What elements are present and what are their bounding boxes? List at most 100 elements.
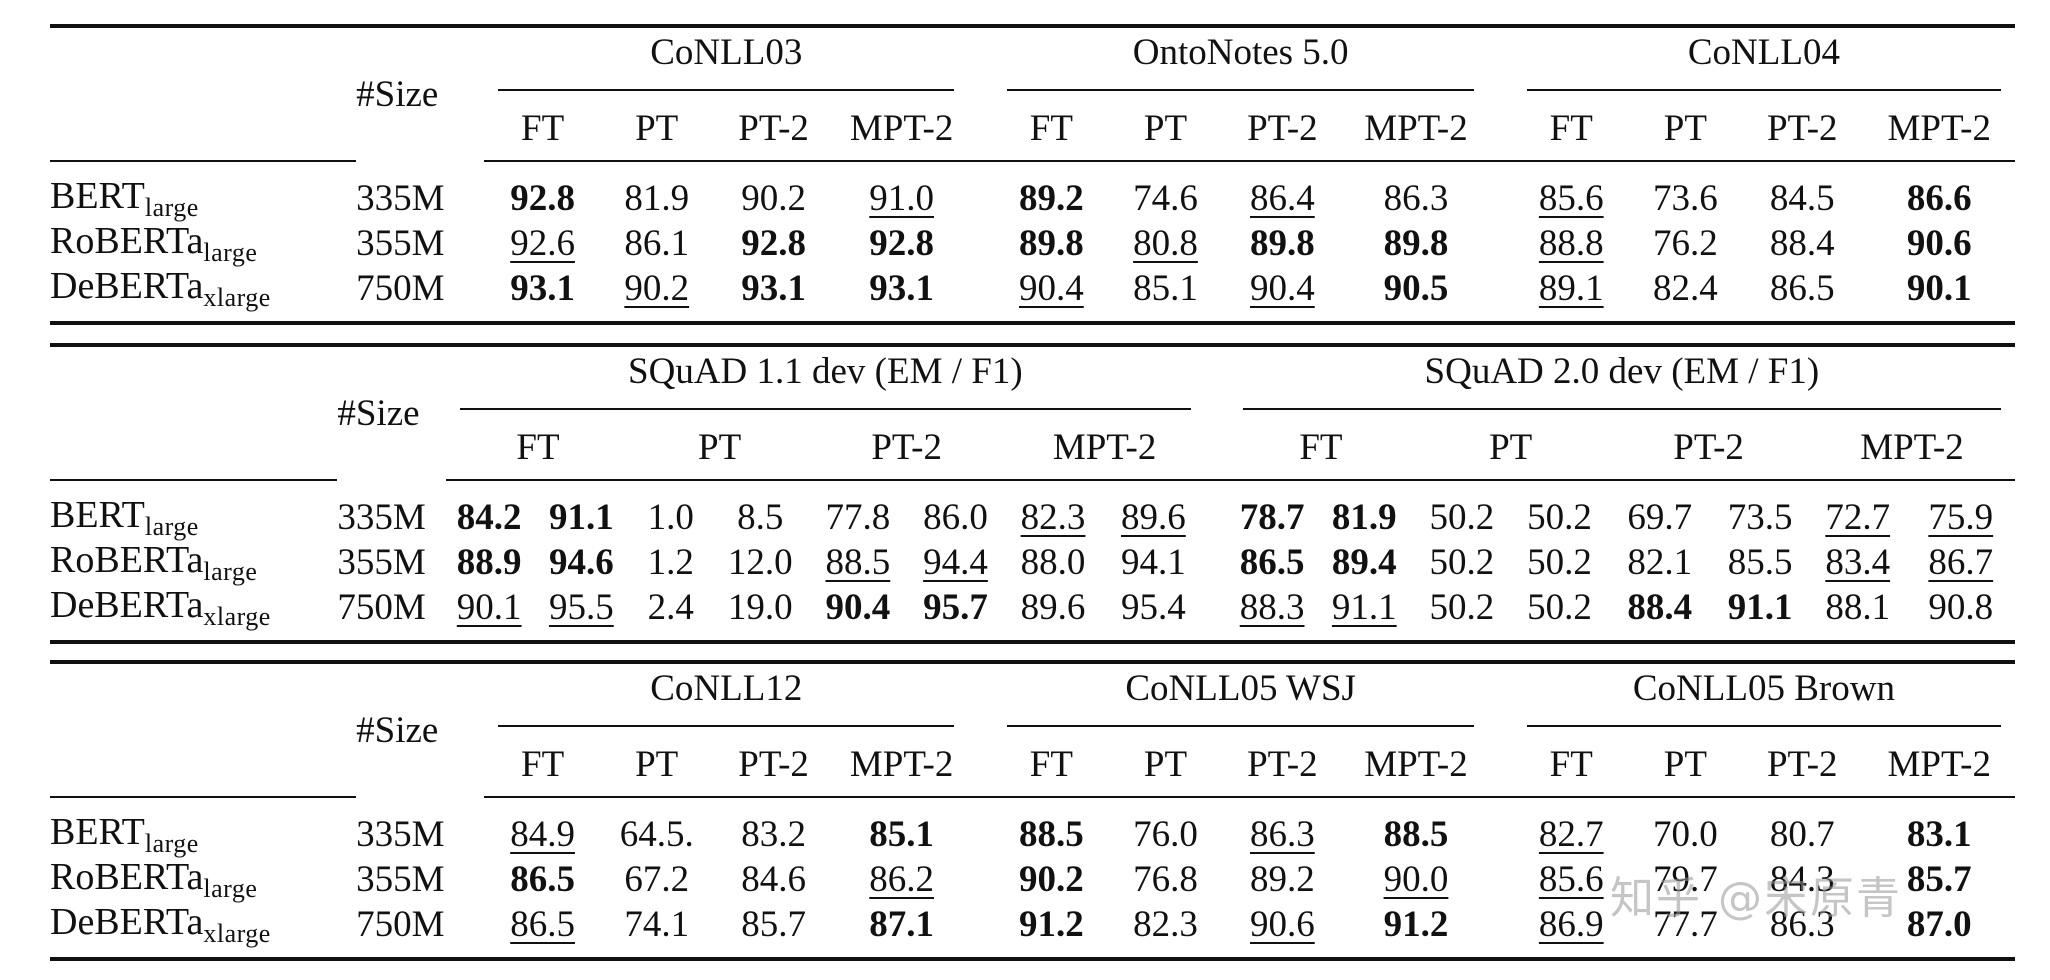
group-gap (968, 857, 992, 902)
score-cell: 90.4 (992, 266, 1110, 325)
score-cell: 82.3 (1004, 480, 1102, 540)
group-gap (1488, 161, 1512, 221)
param-size: 355M (356, 223, 445, 264)
score-value: 95.5 (548, 587, 614, 628)
score-value: 86.3 (1769, 904, 1835, 945)
score-cell: 86.0 (907, 480, 1005, 540)
score-value: 76.0 (1133, 814, 1198, 855)
score-value: 19.0 (727, 587, 793, 628)
score-cell: 1.2 (630, 540, 711, 585)
score-cell: 90.2 (712, 161, 834, 221)
score-value: 73.5 (1727, 497, 1793, 538)
param-size: 335M (356, 177, 445, 219)
score-cell: 83.4 (1809, 540, 1907, 585)
score-cell: 86.5 (1741, 266, 1864, 325)
group-gap (1488, 24, 1513, 96)
score-cell: 82.3 (1109, 902, 1222, 961)
method-header-row: FT PT PT-2 MPT-2 FT PT PT-2 MPT-2 FT PT PT-2 MPT-2 (50, 732, 2015, 798)
method-header: FT (484, 96, 602, 162)
score-cell: 90.6 (1221, 902, 1344, 961)
score-value: 89.4 (1331, 542, 1397, 583)
method-header: FT (484, 732, 602, 798)
method-header: PT (1629, 732, 1742, 798)
score-cell: 86.4 (1221, 161, 1343, 221)
score-value: 94.4 (923, 542, 988, 583)
score-value: 83.1 (1906, 814, 1972, 855)
score-cell: 76.8 (1110, 857, 1221, 902)
group-gap (968, 660, 993, 732)
score-value: 90.1 (1906, 268, 1972, 309)
score-cell: 79.7 (1630, 857, 1741, 902)
score-value: 88.9 (456, 542, 522, 583)
score-value: 79.7 (1653, 859, 1718, 900)
corner-cell (50, 660, 357, 732)
model-variant: large (144, 828, 199, 858)
score-value: 85.6 (1538, 859, 1604, 900)
score-value: 87.1 (869, 904, 934, 945)
model-name-cell: RoBERTalarge (50, 857, 356, 902)
dataset-header: CoNLL05 WSJ (992, 660, 1489, 732)
score-value: 86.9 (1538, 904, 1604, 945)
score-cell: 82.4 (1629, 266, 1742, 325)
score-value: 90.6 (1249, 904, 1315, 945)
score-cell: 89.2 (993, 161, 1110, 221)
score-cell: 89.1 (1512, 266, 1630, 325)
score-value: 90.8 (1928, 587, 1994, 628)
score-cell: 94.6 (533, 540, 631, 585)
score-value: 89.2 (1019, 178, 1084, 219)
score-cell: 84.5 (1741, 161, 1863, 221)
table-row: BERTlarge 335M 84.2 91.1 1.0 8.5 77.8 86.0 82.3 8… (50, 480, 2015, 540)
table-body: #Size SQuAD 1.1 dev (EM / F1) SQuAD 2.0 de… (50, 343, 2015, 644)
score-value: 85.7 (741, 904, 806, 945)
score-cell: 88.0 (1004, 540, 1102, 585)
group-gap (1488, 96, 1513, 162)
score-cell: 83.1 (1863, 797, 2015, 857)
method-header: PT (630, 415, 810, 481)
score-cell: 85.6 (1513, 161, 1630, 221)
score-value: 89.6 (1121, 497, 1186, 538)
score-cell: 86.5 (1229, 540, 1316, 585)
score-value: 50.2 (1527, 542, 1592, 583)
dataset-name: CoNLL04 (1526, 34, 2001, 91)
score-cell: 87.0 (1863, 902, 2015, 961)
dataset-header: CoNLL04 (1512, 24, 2015, 96)
score-value: 70.0 (1653, 814, 1718, 855)
score-value: 86.5 (510, 904, 575, 945)
group-gap (968, 221, 992, 266)
score-value: 86.4 (1249, 178, 1315, 219)
model-variant: large (203, 556, 258, 586)
score-value: 86.5 (510, 859, 575, 900)
group-gap (968, 797, 992, 857)
score-cell: 90.6 (1863, 221, 2015, 266)
model-name: DeBERTa (50, 583, 204, 626)
score-value: 86.3 (1249, 814, 1315, 855)
score-value: 91.1 (548, 497, 614, 538)
score-cell: 90.0 (1344, 857, 1489, 902)
table-row: DeBERTaxlarge 750M 90.1 95.5 2.4 19.0 90.4 95.7… (50, 583, 2015, 644)
score-cell: 89.8 (1344, 221, 1489, 266)
score-cell: 75.9 (1906, 480, 2015, 540)
group-gap (1205, 480, 1229, 540)
score-value: 73.6 (1652, 178, 1718, 219)
score-cell: 73.5 (1711, 480, 1809, 540)
table-row: BERTlarge 335M 84.9 64.5. 83.2 85.1 88.5 76.0 86… (50, 797, 2015, 857)
score-value: 86.5 (1239, 542, 1305, 583)
score-cell: 95.5 (532, 585, 631, 644)
score-cell: 88.5 (993, 797, 1110, 857)
score-value: 83.2 (741, 814, 806, 855)
score-cell: 91.0 (835, 161, 969, 221)
score-value: 90.0 (1383, 859, 1449, 900)
method-header: PT (601, 96, 713, 162)
score-value: 88.5 (1019, 814, 1084, 855)
table-row: RoBERTalarge 355M 86.5 67.2 84.6 86.2 90.2 76.8… (50, 857, 2015, 902)
score-value: 82.1 (1627, 542, 1693, 583)
score-value: 69.7 (1627, 497, 1693, 538)
score-cell: 81.9 (1316, 480, 1414, 540)
group-header-row: #Size CoNLL03 OntoNotes 5.0 CoNLL04 (50, 24, 2015, 161)
model-name: DeBERTa (50, 900, 204, 943)
score-cell: 88.3 (1228, 585, 1316, 644)
score-value: 50.2 (1429, 587, 1495, 628)
score-value: 84.6 (741, 859, 806, 900)
score-value: 1.0 (647, 497, 694, 538)
score-value: 86.5 (1769, 268, 1835, 309)
